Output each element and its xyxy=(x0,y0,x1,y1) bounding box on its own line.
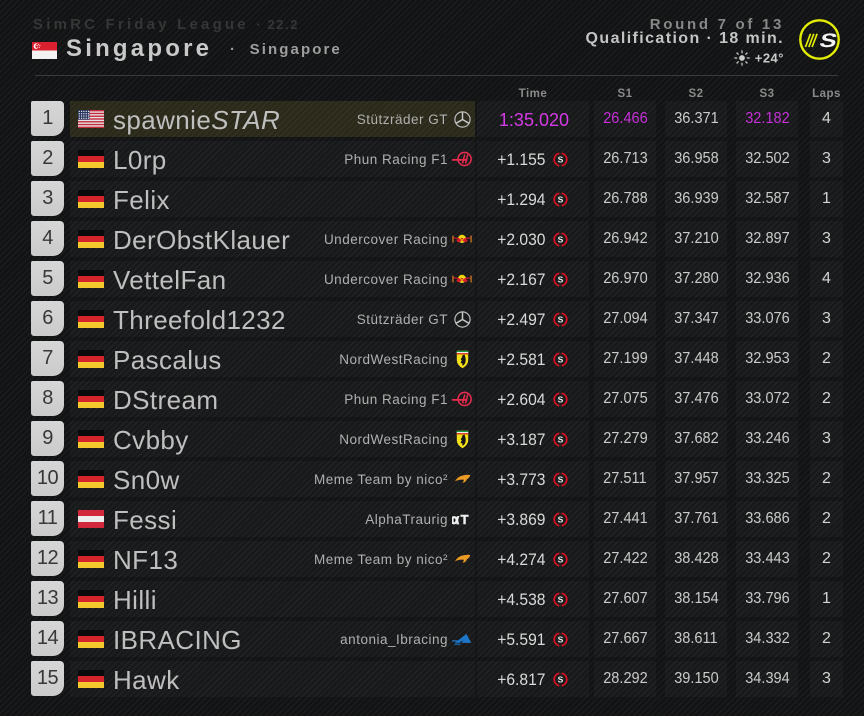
svg-text:S: S xyxy=(558,354,564,364)
svg-text:S: S xyxy=(558,314,564,324)
svg-text:S: S xyxy=(558,594,564,604)
svg-text:S: S xyxy=(558,634,564,644)
svg-text:T: T xyxy=(461,512,469,526)
svg-text:α: α xyxy=(452,512,460,526)
svg-text:S: S xyxy=(558,154,564,164)
svg-text:S: S xyxy=(558,234,564,244)
svg-text:S: S xyxy=(558,674,564,684)
svg-text:S: S xyxy=(558,274,564,284)
svg-text:S: S xyxy=(558,554,564,564)
svg-text:S: S xyxy=(558,514,564,524)
svg-text:S: S xyxy=(558,434,564,444)
svg-text:S: S xyxy=(817,29,839,51)
svg-text:S: S xyxy=(558,194,564,204)
svg-text:S: S xyxy=(558,474,564,484)
svg-text:S: S xyxy=(558,394,564,404)
